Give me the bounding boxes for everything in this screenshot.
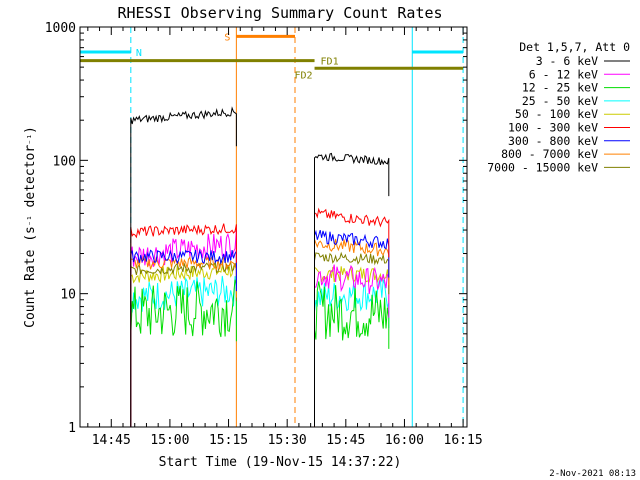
series-line-6-12-kev-seg1 [314, 264, 390, 427]
axis-ticks: 14:45 15:00 15:15 15:30 15:45 16:00 16:15 1 10 10… [45, 21, 483, 448]
series-line-50-100-kev-seg1 [314, 266, 390, 427]
x-tick-label-16-00: 16:00 [385, 433, 424, 448]
x-tick-label-15-30: 15:30 [268, 433, 307, 448]
y-tick-label-1000: 1000 [45, 21, 76, 36]
x-tick-label-15-15: 15:15 [209, 433, 248, 448]
plot-area: N S FD1 FD2 [79, 27, 464, 427]
series-line-800-7000-kev-seg1 [314, 238, 390, 427]
series-line-12-25-kev-seg1 [314, 281, 390, 427]
legend-label-7000-15000-kev: 7000 - 15000 keV [487, 160, 598, 174]
flag-label-fd1: FD1 [321, 57, 339, 68]
y-tick-label-10: 10 [60, 288, 76, 303]
legend-label-50-100-kev: 50 - 100 keV [515, 107, 598, 121]
x-tick-label-15-45: 15:45 [326, 433, 365, 448]
flag-label-saa: S [224, 32, 230, 43]
y-tick-label-100: 100 [53, 154, 76, 169]
plot-frame [79, 26, 468, 428]
chart-title: RHESSI Observing Summary Count Rates [117, 4, 442, 22]
legend-label-25-50-kev: 25 - 50 keV [522, 94, 598, 108]
series-line-100-300-kev-seg0 [130, 223, 237, 427]
series-line-25-50-kev-seg0 [130, 275, 237, 427]
series-line-800-7000-kev-seg0 [130, 255, 237, 427]
series-line-3-6-kev-seg1 [314, 152, 390, 427]
x-axis-label: Start Time (19-Nov-15 14:37:22) [159, 455, 402, 470]
legend-title: Det 1,5,7, Att 0 [519, 40, 630, 54]
legend-label-12-25-kev: 12 - 25 keV [522, 81, 598, 95]
flag-label-night: N [136, 48, 142, 59]
series-line-12-25-kev-seg0 [130, 279, 237, 427]
series-line-25-50-kev-seg1 [314, 278, 390, 427]
x-tick-label-14-45: 14:45 [92, 433, 131, 448]
legend-label-6-12-kev: 6 - 12 keV [529, 67, 598, 81]
footer-timestamp: 2-Nov-2021 08:13 [549, 469, 636, 479]
y-axis-label: Count Rate (s⁻¹ detector⁻¹) [23, 126, 38, 328]
x-tick-label-16-15: 16:15 [444, 433, 483, 448]
series-line-100-300-kev-seg1 [314, 207, 390, 427]
legend-label-300-800-kev: 300 - 800 keV [508, 134, 598, 148]
x-tick-label-15-00: 15:00 [150, 433, 189, 448]
series-line-300-800-kev-seg0 [130, 249, 237, 427]
series-line-7000-15000-kev-seg1 [314, 251, 390, 427]
legend-label-800-7000-kev: 800 - 7000 keV [501, 147, 598, 161]
flag-label-fd2: FD2 [294, 70, 312, 81]
legend-label-3-6-kev: 3 - 6 keV [536, 54, 598, 68]
series-line-50-100-kev-seg0 [130, 261, 237, 427]
legend-label-100-300-kev: 100 - 300 keV [508, 121, 598, 135]
series-line-300-800-kev-seg1 [314, 229, 390, 427]
series-line-3-6-kev-seg0 [130, 106, 237, 427]
y-tick-label-1: 1 [68, 421, 76, 436]
series-line-6-12-kev-seg0 [130, 229, 237, 427]
series-line-7000-15000-kev-seg0 [130, 260, 237, 427]
